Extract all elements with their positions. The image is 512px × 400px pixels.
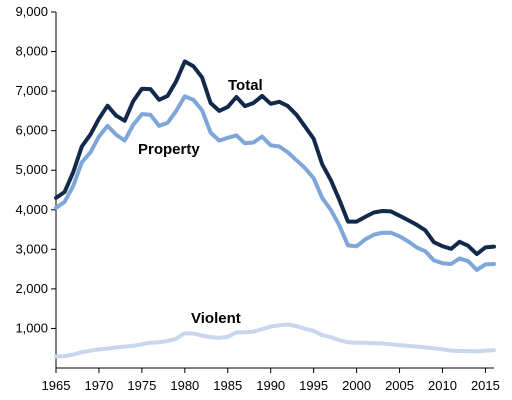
series-line-total <box>54 59 496 257</box>
x-tick-label: 2015 <box>471 378 500 393</box>
series-line-violent <box>54 322 496 359</box>
y-tick-label: 6,000 <box>15 123 48 138</box>
x-tick-label: 1985 <box>213 378 242 393</box>
x-tick-label: 2005 <box>385 378 414 393</box>
x-tick-label: 1990 <box>256 378 285 393</box>
y-tick-label: 9,000 <box>15 4 48 19</box>
y-tick-label: 4,000 <box>15 202 48 217</box>
series-lines <box>54 59 496 359</box>
series-labels: Total Property Violent <box>138 77 263 327</box>
y-tick-label: 3,000 <box>15 241 48 256</box>
x-tick-label: 1965 <box>42 378 71 393</box>
x-tick-label: 1980 <box>170 378 199 393</box>
y-tick-label: 2,000 <box>15 281 48 296</box>
series-line-property <box>54 94 496 272</box>
x-tick-label: 1970 <box>84 378 113 393</box>
series-label-total: Total <box>228 77 263 94</box>
y-tick-label: 5,000 <box>15 162 48 177</box>
series-label-property: Property <box>138 141 200 158</box>
y-tick-label: 7,000 <box>15 83 48 98</box>
y-tick-label: 1,000 <box>15 320 48 335</box>
x-tick-label: 2010 <box>428 378 457 393</box>
x-tick-label: 1975 <box>127 378 156 393</box>
x-tick-label: 2000 <box>342 378 371 393</box>
axes: 1,000 2,000 3,000 4,000 5,000 6,000 7,000 8,000… <box>15 4 499 393</box>
series-label-violent: Violent <box>191 310 241 327</box>
x-tick-label: 1995 <box>299 378 328 393</box>
y-tick-label: 8,000 <box>15 44 48 59</box>
